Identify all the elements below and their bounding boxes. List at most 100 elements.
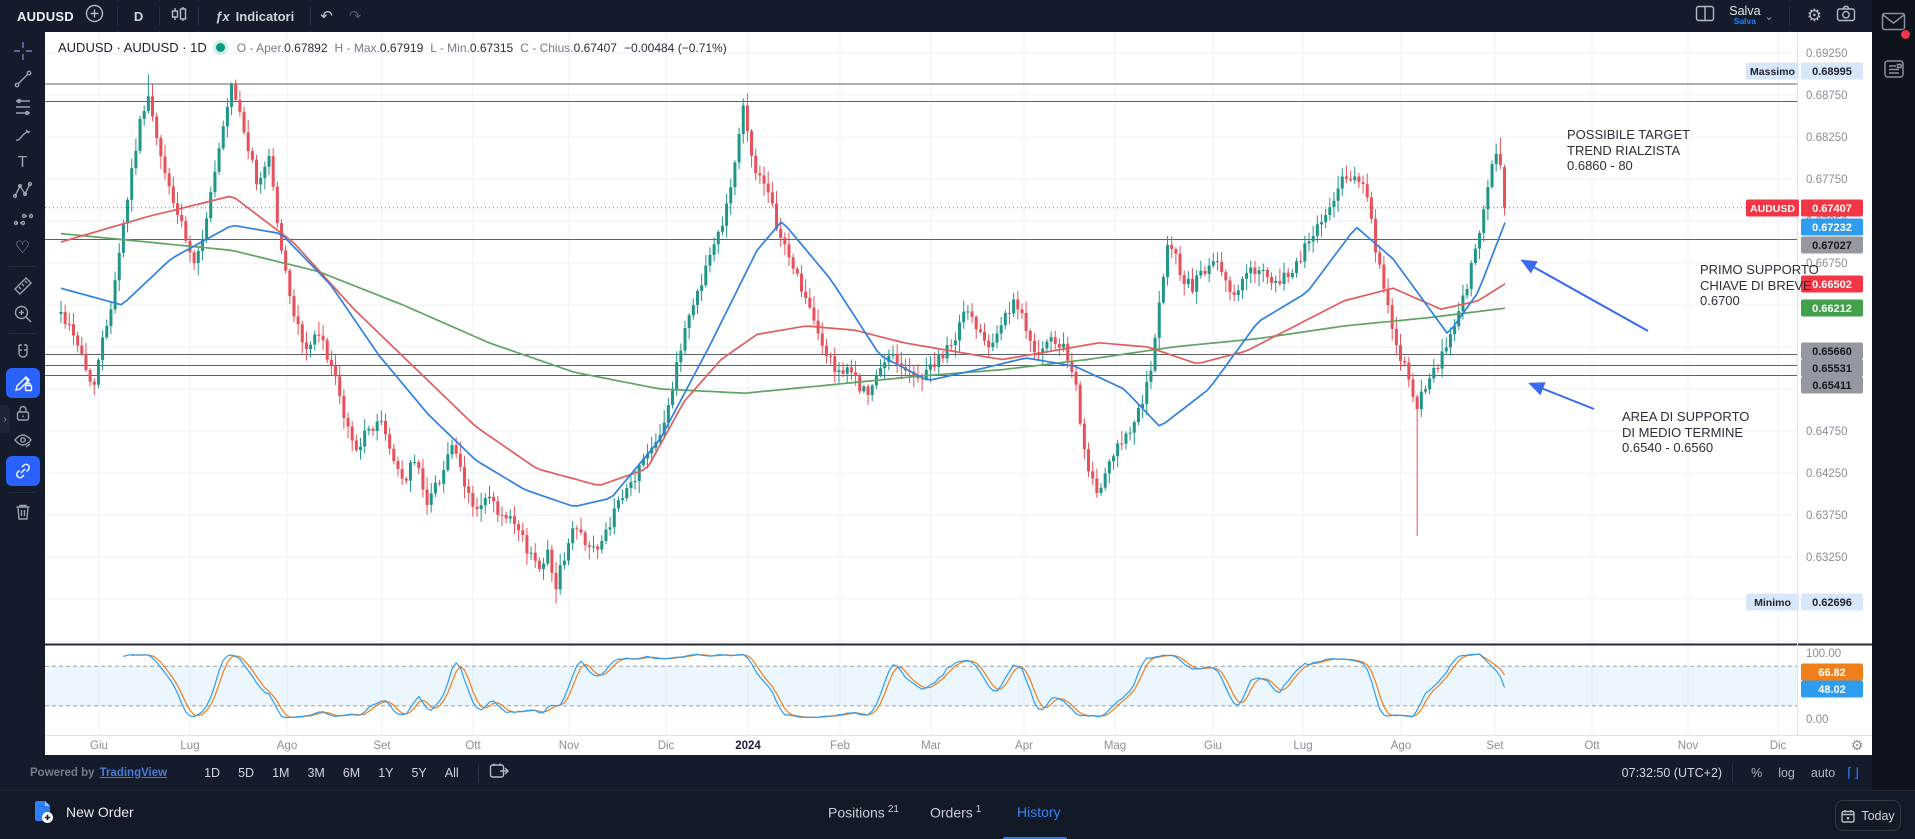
auto-scale-toggle[interactable]: auto — [1810, 765, 1836, 780]
tab-positions[interactable]: Positions 21 — [828, 804, 899, 821]
top-toolbar: AUDUSD D ƒx Indicatori ↶ ↷ Salva Salva — [0, 0, 1872, 32]
link-tool[interactable] — [5, 456, 40, 486]
svg-text:0.68995: 0.68995 — [1812, 66, 1852, 78]
chart-style-icon[interactable] — [169, 4, 189, 29]
redo-icon[interactable]: ↷ — [348, 8, 362, 25]
svg-text:0.68250: 0.68250 — [1806, 132, 1848, 144]
today-button[interactable]: Today — [1835, 800, 1901, 831]
lock-all-tool[interactable] — [6, 400, 40, 426]
svg-text:Minimo: Minimo — [1754, 597, 1791, 609]
range-3m[interactable]: 3M — [307, 765, 325, 780]
go-to-date-icon[interactable] — [489, 762, 509, 783]
low-label: L - Min. — [430, 40, 470, 55]
range-all[interactable]: All — [444, 765, 459, 780]
account-bottom-bar: New Order Positions 21 Orders 1 History To… — [0, 790, 1915, 839]
svg-text:AUDUSD: AUDUSD — [1750, 203, 1795, 215]
new-order-button[interactable]: New Order — [33, 800, 134, 824]
svg-text:0.00: 0.00 — [1806, 714, 1828, 726]
symbol-name: AUDUSD — [17, 8, 74, 24]
svg-text:0.68750: 0.68750 — [1806, 90, 1848, 102]
percent-scale-toggle[interactable]: % — [1751, 765, 1763, 780]
orders-count: 1 — [975, 804, 982, 815]
emoji-tool[interactable]: ♡ — [14, 237, 31, 257]
toolbar-separator — [477, 763, 479, 782]
legend-symbol-title[interactable]: AUDUSD · AUDUSD · 1D — [58, 40, 207, 55]
high-label: H - Max. — [334, 40, 380, 55]
bottom-chart-toolbar: Powered by TradingView 1D 5D 1M 3M 6M 1Y… — [0, 755, 1872, 790]
range-1m[interactable]: 1M — [272, 765, 290, 780]
svg-text:Mag: Mag — [1104, 740, 1126, 752]
range-1d[interactable]: 1D — [204, 765, 221, 780]
chevron-down-icon[interactable]: ⌄ — [1764, 10, 1774, 23]
layout-icon[interactable] — [1695, 5, 1715, 27]
change-value: −0.00484 (−0.71%) — [623, 40, 727, 55]
interval-label: D — [133, 8, 144, 24]
chart-legend: AUDUSD · AUDUSD · 1D O - Aper.0.67892 H … — [58, 40, 727, 55]
pattern-tool[interactable] — [6, 178, 40, 204]
price-chart-canvas[interactable]: 0.627500.632500.637500.642500.647500.652… — [45, 32, 1872, 755]
range-5d[interactable]: 5D — [238, 765, 255, 780]
svg-text:Set: Set — [1486, 740, 1504, 752]
range-5y[interactable]: 5Y — [411, 765, 427, 780]
high-value: 0.67919 — [379, 40, 424, 55]
svg-text:Ago: Ago — [277, 740, 297, 752]
crosshair-tool[interactable] — [6, 38, 40, 64]
positions-count: 21 — [887, 804, 899, 815]
toolbar-separator — [198, 6, 200, 26]
fib-retracement-tool[interactable] — [6, 94, 40, 120]
clock[interactable]: 07:32:50 (UTC+2) — [1621, 765, 1723, 780]
save-layout-button[interactable]: Salva Salva — [1729, 4, 1761, 26]
new-order-label: New Order — [66, 804, 134, 820]
measure-tool[interactable] — [6, 273, 40, 299]
compare-add-icon[interactable] — [85, 4, 104, 28]
today-label: Today — [1861, 808, 1895, 823]
toolbar-divider — [8, 333, 37, 334]
svg-text:Massimo: Massimo — [1750, 66, 1795, 78]
symbol-search-button[interactable]: AUDUSD — [10, 3, 81, 29]
indicators-button[interactable]: ƒx Indicatori — [208, 3, 301, 29]
zoom-in-tool[interactable] — [6, 301, 40, 327]
tab-history[interactable]: History — [1017, 804, 1061, 820]
range-6m[interactable]: 6M — [342, 765, 361, 780]
toolbar-divider — [8, 492, 37, 493]
svg-text:Dic: Dic — [1770, 740, 1787, 752]
svg-text:0.65660: 0.65660 — [1812, 346, 1852, 358]
drawing-mode-tool[interactable] — [5, 368, 40, 398]
svg-text:⚙: ⚙ — [1851, 737, 1864, 753]
news-button[interactable] — [1882, 58, 1906, 85]
forecast-tool[interactable] — [6, 206, 40, 232]
inbox-button[interactable] — [1881, 12, 1911, 40]
svg-text:Feb: Feb — [830, 740, 850, 752]
right-sidebar — [1872, 0, 1915, 790]
svg-text:0.63750: 0.63750 — [1806, 510, 1848, 522]
svg-text:Nov: Nov — [559, 740, 580, 752]
object-tree-expander[interactable]: › — [0, 405, 10, 433]
chart-region: 0.627500.632500.637500.642500.647500.652… — [45, 32, 1872, 755]
range-1y[interactable]: 1Y — [378, 765, 394, 780]
svg-text:0.65531: 0.65531 — [1812, 363, 1852, 375]
powered-by: Powered by TradingView — [30, 767, 167, 779]
toolbar-separator — [159, 6, 161, 26]
brush-tool[interactable] — [6, 122, 40, 148]
toolbar-separator — [310, 6, 312, 26]
camera-snapshot-icon[interactable] — [1836, 5, 1856, 27]
svg-text:0.62696: 0.62696 — [1812, 597, 1852, 609]
settings-gear-icon[interactable]: ⚙ — [1806, 6, 1822, 25]
tradingview-link[interactable]: TradingView — [99, 766, 168, 779]
text-tool[interactable]: T — [17, 154, 28, 171]
fullscreen-icon[interactable]: ⌈ ⌋ — [1847, 764, 1859, 780]
open-label: O - Aper. — [236, 40, 285, 55]
hide-all-tool[interactable] — [6, 428, 40, 454]
log-scale-toggle[interactable]: log — [1778, 765, 1795, 780]
magnet-tool[interactable] — [6, 340, 40, 366]
interval-button[interactable]: D — [127, 3, 150, 29]
market-status-dot — [215, 43, 225, 52]
save-label: Salva — [1729, 4, 1761, 18]
undo-icon[interactable]: ↶ — [320, 8, 333, 25]
remove-all-tool[interactable] — [6, 499, 40, 525]
fx-icon: ƒx — [215, 8, 230, 24]
trend-line-tool[interactable] — [6, 66, 40, 92]
date-range-switcher: 1D 5D 1M 3M 6M 1Y 5Y All — [195, 763, 468, 783]
tab-orders[interactable]: Orders 1 — [930, 804, 982, 821]
svg-text:Ott: Ott — [1584, 740, 1600, 752]
